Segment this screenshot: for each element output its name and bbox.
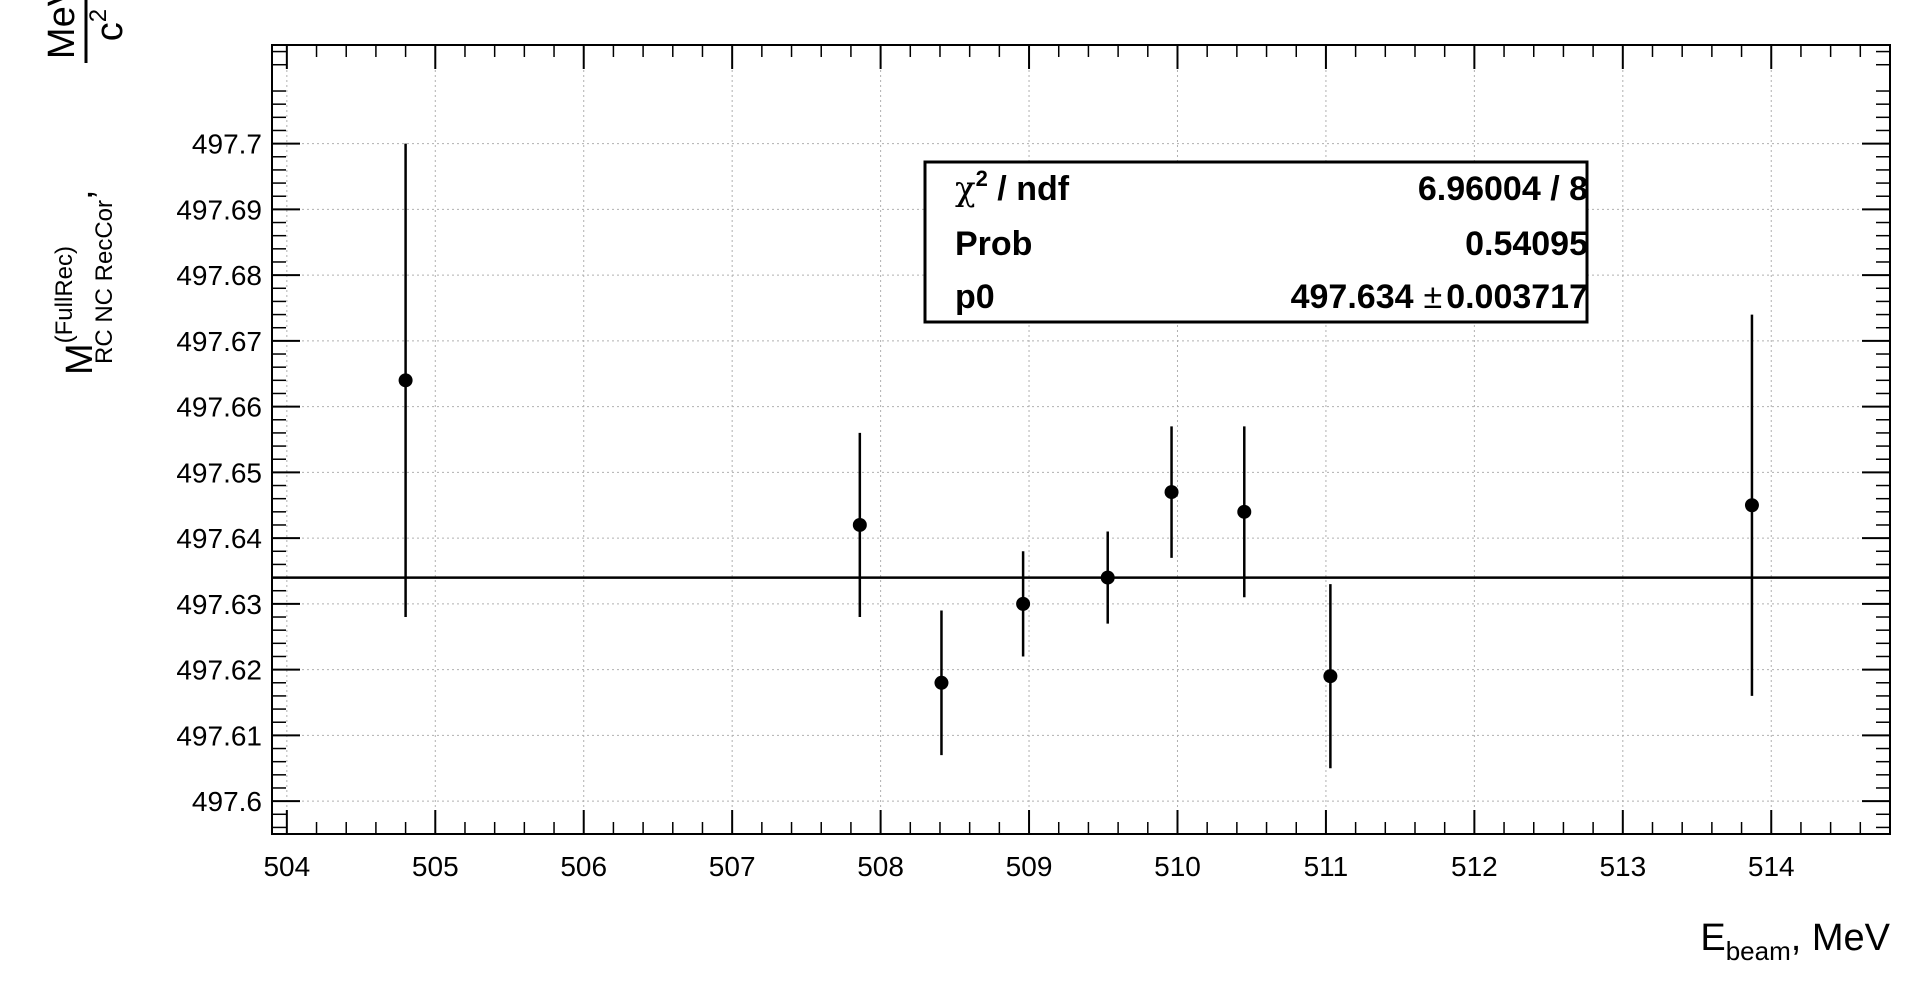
y-tick-label: 497.66	[176, 392, 262, 423]
x-tick-label: 505	[412, 851, 459, 882]
x-tick-label: 510	[1154, 851, 1201, 882]
x-tick-label: 512	[1451, 851, 1498, 882]
plot-frame	[271, 44, 1891, 835]
x-tick-labels: 504 505 506 507 508 509 510 511 512 513 514	[263, 851, 1794, 882]
y-tick-label: 497.69	[176, 194, 262, 225]
y-axis-title: M(FullRec) RC NC RecCor, MeV c2	[41, 0, 131, 375]
data-point	[1100, 570, 1115, 585]
y-unit-numerator: MeV	[41, 0, 83, 59]
x-tick-label: 511	[1304, 851, 1349, 882]
y-tick-label: 497.62	[176, 655, 262, 686]
stats-label-chi2: χ2 / ndf	[955, 166, 1070, 209]
data-point	[398, 373, 413, 388]
stats-box-frame	[923, 160, 1589, 324]
y-tick-label: 497.6	[192, 786, 262, 817]
x-tick-label: 508	[857, 851, 904, 882]
y-tick-label: 497.68	[176, 260, 262, 291]
x-tick-label: 514	[1748, 851, 1795, 882]
y-tick-label: 497.64	[176, 523, 262, 554]
stats-box: χ2 / ndf 6.96004 / 8 Prob 0.54095 p0 497…	[923, 160, 1589, 324]
y-tick-labels: 497.6 497.61 497.62 497.63 497.64 497.65 497.6…	[176, 129, 262, 818]
x-tick-label: 507	[709, 851, 756, 882]
data-point	[1016, 596, 1031, 611]
y-tick-label: 497.67	[176, 326, 262, 357]
axis-ticks	[272, 45, 1891, 834]
x-tick-label: 506	[560, 851, 607, 882]
y-unit-denominator: c2	[85, 9, 131, 41]
stats-value-chi2: 6.96004 / 8	[1418, 170, 1588, 208]
y-tick-label: 497.65	[176, 457, 262, 488]
stats-value-p0: 497.634 ±0.003717	[1291, 278, 1588, 316]
x-tick-label: 509	[1006, 851, 1053, 882]
data-points	[398, 143, 1759, 769]
data-point	[852, 517, 867, 532]
stats-label-prob: Prob	[955, 225, 1032, 263]
y-tick-label: 497.7	[192, 129, 262, 160]
data-point	[1237, 504, 1252, 519]
stats-label-p0: p0	[955, 278, 995, 316]
data-point	[1744, 498, 1759, 513]
stats-value-prob: 0.54095	[1465, 225, 1588, 263]
y-tick-label: 497.63	[176, 589, 262, 620]
data-point	[934, 675, 949, 690]
data-point	[1164, 485, 1179, 500]
x-axis-title: Ebeam, MeV	[1700, 917, 1890, 966]
data-point	[1323, 669, 1338, 684]
svg-text:M(FullRec)RC NC RecCor,: M(FullRec) RC NC RecCor,	[51, 189, 118, 375]
y-tick-label: 497.61	[176, 720, 262, 751]
x-tick-label: 513	[1599, 851, 1646, 882]
x-tick-label: 504	[263, 851, 310, 882]
